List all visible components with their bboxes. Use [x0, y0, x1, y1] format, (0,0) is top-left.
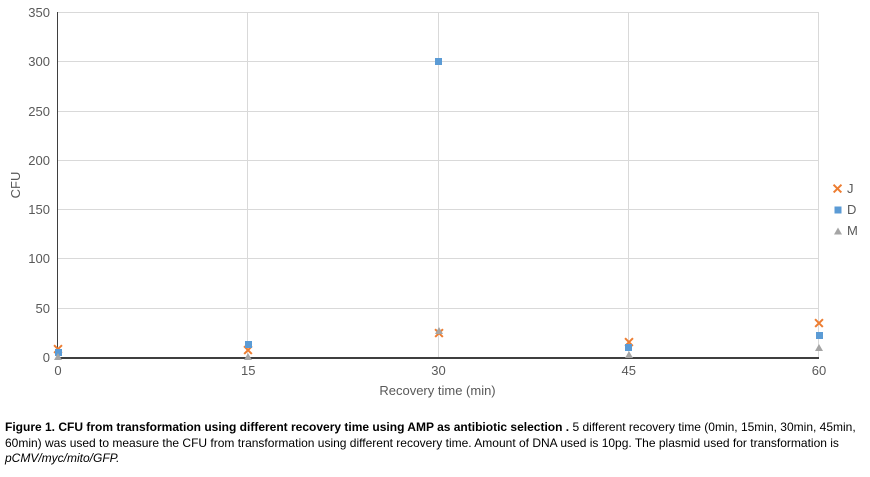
- triangle-icon: [833, 227, 842, 234]
- y-tick-label: 350: [28, 5, 50, 20]
- gridline-horizontal: [58, 307, 819, 309]
- data-point-d: [244, 340, 252, 348]
- legend-marker-square-icon: [833, 205, 842, 214]
- y-tick-label: 300: [28, 54, 50, 70]
- gridline-horizontal: [58, 209, 819, 211]
- legend-item-m: M: [833, 220, 858, 241]
- gridline-vertical: [247, 12, 249, 357]
- data-point-m: [815, 343, 823, 351]
- caption-bold-text: Figure 1. CFU from transformation using …: [5, 420, 570, 434]
- legend-label: J: [847, 181, 854, 196]
- cfu-scatter-chart: 0 50 100 150 200 250 300 350 0 15 30 45 60 CFU Recov…: [0, 0, 870, 400]
- y-tick-label: 200: [28, 152, 50, 168]
- legend-item-j: J: [833, 178, 858, 199]
- legend-label: D: [847, 202, 857, 217]
- x-tick-label: 60: [811, 363, 827, 378]
- x-tick-label: 0: [54, 363, 62, 378]
- caption-italic-text: pCMV/myc/mito/GFP.: [5, 451, 120, 465]
- gridline-horizontal: [58, 110, 819, 112]
- x-tick-label: 45: [621, 363, 636, 378]
- y-tick-label: 50: [35, 300, 50, 316]
- legend-label: M: [847, 223, 858, 238]
- gridline-horizontal: [58, 159, 819, 161]
- data-point-d: [625, 343, 633, 351]
- caption-normal-text: 5 different recovery time (0min, 15min, …: [5, 420, 856, 450]
- x-tick-label: 15: [241, 363, 256, 378]
- data-point-m: [54, 352, 62, 360]
- data-point-d: [54, 348, 62, 356]
- data-point-d: [815, 331, 823, 339]
- square-icon: [834, 206, 841, 213]
- gridline-horizontal: [58, 258, 819, 260]
- plot-area: 0 50 100 150 200 250 300 350 0 15 30 45 60: [28, 5, 826, 378]
- gridline-vertical: [818, 12, 819, 357]
- data-point-m: [624, 350, 633, 358]
- x-axis-title: Recovery time (min): [379, 383, 496, 398]
- data-point-m: [434, 326, 443, 334]
- y-tick-label: 0: [42, 350, 50, 365]
- legend-marker-triangle-icon: [833, 226, 842, 235]
- legend-marker-x-cross-icon: [833, 184, 842, 193]
- gridline-vertical: [437, 12, 439, 357]
- data-point-d: [435, 57, 442, 65]
- y-tick-label: 100: [28, 251, 50, 267]
- x-tick-label: 30: [431, 363, 446, 378]
- y-axis-title: CFU: [8, 171, 23, 199]
- y-tick-label: 150: [28, 202, 50, 218]
- legend-item-d: D: [833, 199, 858, 220]
- data-point-j: [815, 319, 824, 328]
- x-cross-icon: [833, 184, 842, 193]
- gridline-vertical: [627, 12, 629, 357]
- gridline-horizontal: [58, 12, 819, 13]
- data-point-m: [244, 352, 253, 360]
- y-tick-label: 250: [28, 103, 50, 119]
- figure-caption: Figure 1. CFU from transformation using …: [5, 420, 865, 467]
